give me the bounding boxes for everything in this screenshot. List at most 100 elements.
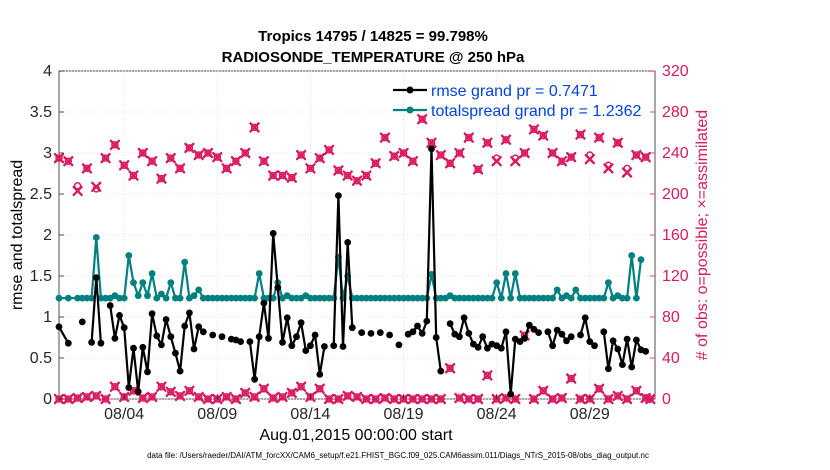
totalspread-point — [362, 294, 370, 302]
x-tick-label: 08/04 — [104, 406, 144, 423]
obs-assimilated-point — [631, 149, 642, 161]
rmse-point — [409, 328, 417, 336]
obs-assimilated-point — [426, 137, 437, 148]
obs-assimilated-low-point — [426, 393, 437, 405]
x-tick-label: 08/09 — [197, 406, 237, 423]
obs-possible-point — [139, 149, 147, 157]
y-left-tick-label: 2.5 — [30, 186, 52, 203]
obs-possible-low-point — [558, 394, 566, 402]
obs-assimilated-low-point — [621, 393, 633, 405]
totalspread-point — [456, 294, 463, 302]
x-tick-label: 08/19 — [384, 406, 424, 423]
y-right-tick-label: 200 — [662, 186, 689, 203]
obs-assimilated-point — [184, 142, 195, 154]
rmse-point — [279, 339, 286, 346]
rmse-point — [376, 329, 384, 336]
rmse-point — [446, 320, 454, 327]
obs-possible-point — [446, 159, 454, 168]
obs-assimilated-low-point — [100, 393, 111, 405]
obs-assimilated-low-point — [370, 393, 381, 405]
obs-possible-point — [213, 153, 222, 161]
rmse-point — [153, 332, 161, 340]
obs-assimilated-low-point — [202, 393, 214, 405]
totalspread-point — [144, 292, 151, 300]
obs-assimilated-low-point — [528, 393, 540, 405]
y-right-tick-label: 80 — [662, 309, 680, 326]
obs-possible-low-point — [278, 393, 287, 401]
obs-possible-low-point — [232, 395, 240, 403]
rmse-point — [167, 333, 175, 341]
obs-assimilated-point — [100, 152, 111, 164]
obs-possible-point — [567, 153, 575, 161]
obs-assimilated-low-point — [351, 391, 363, 403]
rmse-point — [316, 371, 324, 378]
totalspread-point — [176, 294, 184, 302]
totalspread-point — [172, 294, 179, 302]
rmse-point — [553, 326, 561, 334]
rmse-point — [642, 348, 650, 355]
rmse-point — [321, 343, 328, 350]
obs-assimilated-point — [565, 151, 577, 163]
obs-possible-low-point — [595, 385, 603, 393]
obs-assimilated-point — [519, 147, 530, 159]
rmse-point — [218, 333, 226, 341]
obs-possible-point — [204, 149, 212, 157]
obs-assimilated-low-point — [603, 393, 614, 405]
obs-assimilated-point — [165, 152, 176, 164]
obs-possible-low-point — [576, 395, 585, 403]
obs-assimilated-low-point — [109, 381, 121, 392]
obs-assimilated-low-point — [156, 381, 167, 392]
rmse-point — [335, 192, 342, 200]
y-left-tick-label: 3 — [43, 145, 52, 162]
rmse-point — [437, 367, 445, 375]
rmse-point — [609, 337, 617, 345]
obs-possible-low-point — [390, 395, 399, 403]
legend-rmse-marker — [406, 86, 414, 94]
totalspread-point — [251, 294, 258, 302]
obs-possible-low-point — [316, 385, 324, 393]
obs-assimilated-point — [612, 137, 623, 148]
y-right-tick-label: 160 — [662, 227, 689, 244]
obs-possible-low-point — [64, 395, 73, 403]
rmse-point — [521, 334, 528, 342]
obs-assimilated-point — [472, 164, 484, 175]
obs-possible-point — [120, 161, 128, 170]
totalspread-point — [493, 279, 501, 286]
totalspread-point — [92, 234, 100, 241]
obs-possible-point — [297, 151, 305, 159]
totalspread-point — [190, 292, 198, 300]
rmse-point — [251, 375, 258, 383]
obs-assimilated-point — [370, 158, 381, 169]
rmse-point — [591, 342, 598, 350]
rmse-point — [260, 299, 268, 307]
obs-assimilated-point — [416, 113, 428, 125]
obs-possible-point — [362, 171, 371, 180]
obs-assimilated-low-point — [379, 392, 391, 404]
totalspread-point — [130, 279, 137, 286]
obs-possible-low-point — [325, 395, 333, 403]
obs-possible-low-point — [139, 394, 147, 402]
rmse-point — [339, 343, 347, 350]
obs-possible-low-point — [502, 394, 510, 402]
y-left-tick-label: 1.5 — [30, 268, 52, 285]
obs-assimilated-point — [323, 144, 335, 156]
obs-assimilated-point — [174, 163, 186, 174]
totalspread-point — [116, 294, 123, 302]
obs-assimilated-low-point — [193, 391, 204, 403]
obs-assimilated-low-point — [547, 393, 558, 405]
obs-assimilated-point — [81, 163, 93, 174]
totalspread-point — [381, 294, 389, 302]
rmse-point — [633, 336, 640, 344]
obs-possible-point — [641, 153, 650, 161]
rmse-point — [549, 342, 556, 350]
totalspread-point — [414, 294, 421, 302]
totalspread-point — [600, 294, 608, 302]
chart-title: Tropics 14795 / 14825 = 99.798% — [258, 28, 488, 45]
totalspread-point — [572, 286, 580, 294]
totalspread-point — [619, 294, 626, 302]
obs-assimilated-low-point — [230, 393, 242, 405]
obs-possible-low-point — [409, 395, 417, 403]
rmse-point — [209, 331, 217, 339]
y-left-tick-label: 1 — [43, 309, 52, 326]
